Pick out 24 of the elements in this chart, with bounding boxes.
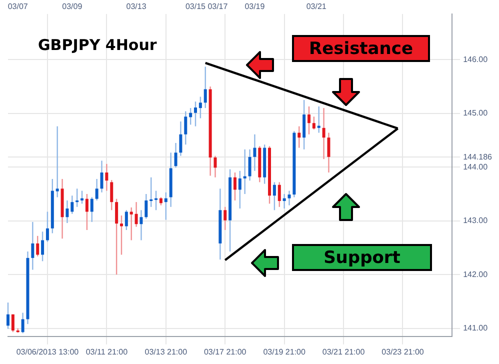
x-tick-label: 03/21 21:00 — [322, 347, 366, 356]
y-tick-label: 141.00 — [463, 324, 488, 333]
x-tick-label: 03/13 21:00 — [144, 347, 188, 356]
text: 03/17 — [208, 2, 228, 11]
callout-box: Resistance — [292, 35, 430, 62]
text: GBPJPY 4Hour — [38, 36, 158, 54]
text: 03/15 — [185, 2, 206, 11]
x-tick-label: 03/17 21:00 — [204, 347, 247, 356]
text: 03/09 — [62, 2, 82, 11]
text: 03/13 — [126, 2, 146, 11]
y-tick-label: 144.00 — [463, 162, 488, 172]
x-tick-label: 03/23 21:00 — [382, 347, 424, 356]
x-tick-label: 03/06/2013 13:00 — [16, 347, 80, 356]
y-tick-label: 142.00 — [463, 270, 488, 279]
text: 03/07 — [8, 2, 28, 11]
text: 03/21 — [306, 2, 326, 11]
callout-box: Support — [292, 244, 432, 271]
y-tick-label: 146.00 — [463, 54, 488, 64]
y-tick-label: 144.186 — [463, 152, 493, 162]
x-tick-label: 03/11 21:00 — [86, 347, 128, 356]
y-tick-label: 145.00 — [463, 108, 488, 118]
text: 03/19 — [244, 2, 265, 11]
x-tick-label: 03/19 21:00 — [263, 347, 306, 356]
y-tick-label: 143.00 — [463, 216, 488, 226]
